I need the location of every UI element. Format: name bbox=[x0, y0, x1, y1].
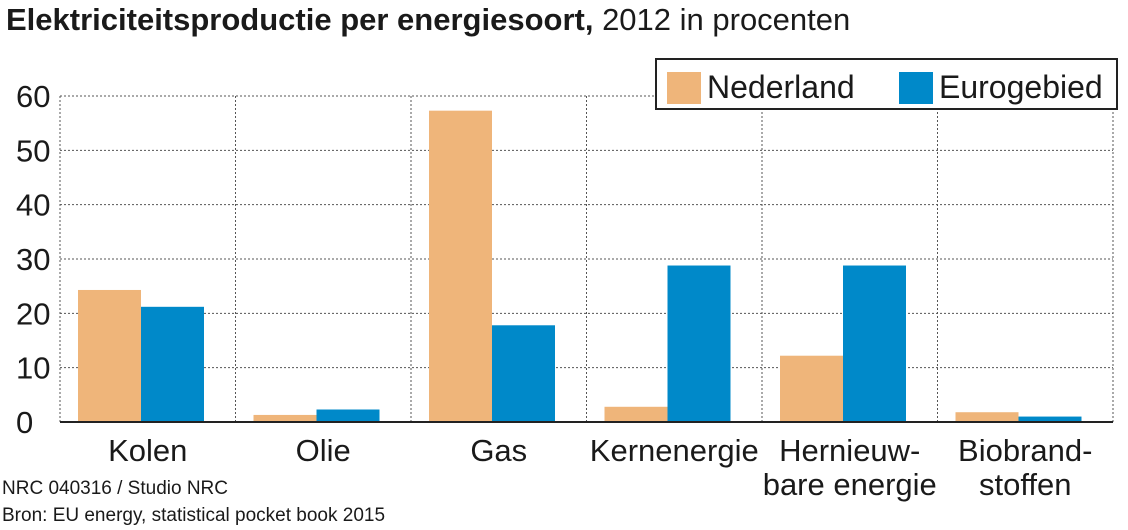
y-tick-label-5: 50 bbox=[16, 133, 50, 168]
y-tick-label-0: 0 bbox=[16, 405, 33, 440]
y-tick-label-2: 20 bbox=[16, 296, 50, 331]
category-label-4-0: Hernieuw- bbox=[779, 433, 920, 468]
bar-nederland-1 bbox=[253, 414, 317, 422]
bar-eurogebied-1 bbox=[316, 409, 380, 422]
chart-title-bold: Elektriciteitsproductie per energiesoort… bbox=[6, 2, 594, 37]
chart-title: Elektriciteitsproductie per energiesoort… bbox=[6, 2, 850, 38]
footer-source: Bron: EU energy, statistical pocket book… bbox=[2, 505, 386, 526]
bar-eurogebied-3 bbox=[667, 265, 731, 422]
category-label-1-0: Olie bbox=[296, 433, 351, 468]
bar-eurogebied-2 bbox=[492, 325, 555, 422]
category-label-3-0: Kernenergie bbox=[590, 433, 759, 468]
legend-label-eurogebied: Eurogebied bbox=[939, 69, 1103, 105]
legend-item-nederland: Nederland bbox=[667, 69, 855, 106]
y-tick-label-1: 10 bbox=[16, 351, 50, 386]
bar-nederland-0 bbox=[78, 289, 141, 422]
category-label-2-0: Gas bbox=[470, 433, 527, 468]
bar-nederland-4 bbox=[780, 355, 843, 422]
footer-credit: NRC 040316 / Studio NRC bbox=[2, 478, 228, 499]
bar-eurogebied-5 bbox=[1018, 416, 1082, 422]
y-tick-label-3: 30 bbox=[16, 242, 50, 277]
legend-swatch-eurogebied bbox=[899, 71, 933, 104]
legend: Nederland Eurogebied bbox=[655, 58, 1118, 110]
legend-swatch-nederland bbox=[667, 71, 701, 104]
y-tick-label-6: 60 bbox=[16, 79, 50, 114]
bar-nederland-5 bbox=[955, 412, 1019, 422]
legend-label-nederland: Nederland bbox=[707, 69, 855, 105]
bar-eurogebied-0 bbox=[141, 306, 204, 422]
chart-title-normal: 2012 in procenten bbox=[593, 2, 851, 37]
legend-item-eurogebied: Eurogebied bbox=[899, 69, 1103, 106]
category-label-5-0: Biobrand- bbox=[958, 433, 1092, 468]
category-label-0-0: Kolen bbox=[108, 433, 187, 468]
y-tick-label-4: 40 bbox=[16, 188, 50, 223]
category-label-4-1: bare energie bbox=[763, 467, 937, 502]
bar-nederland-3 bbox=[604, 406, 668, 422]
bar-eurogebied-4 bbox=[843, 265, 906, 422]
bar-nederland-2 bbox=[429, 110, 492, 423]
category-label-5-1: stoffen bbox=[979, 467, 1072, 502]
